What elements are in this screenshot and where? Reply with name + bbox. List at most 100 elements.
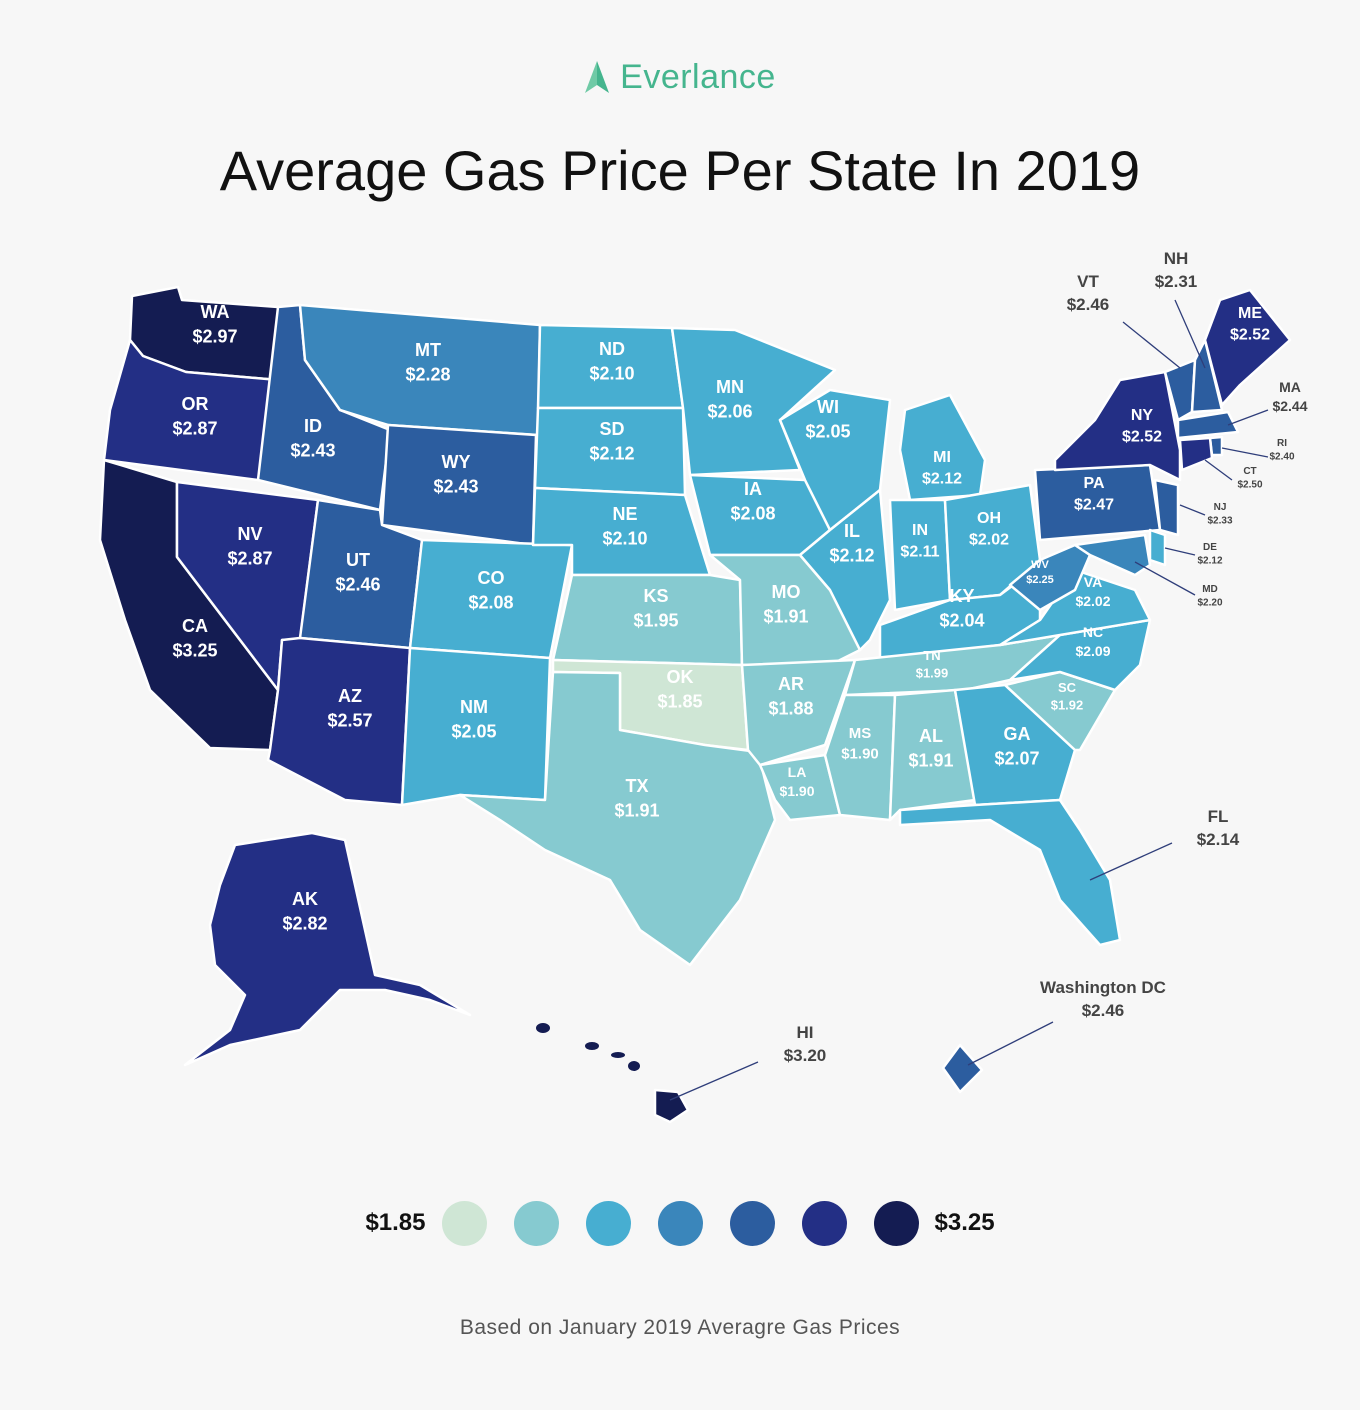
state-label-sc: SC [1058, 680, 1077, 695]
state-NH[interactable] [1190, 338, 1224, 414]
state-label-ne: NE [612, 504, 637, 524]
legend-min-label: $1.85 [365, 1209, 426, 1236]
state-price-ar: $1.88 [768, 698, 813, 718]
state-VA[interactable] [998, 568, 1152, 647]
state-label-nj: NJ [1214, 502, 1227, 513]
state-price-ca: $3.25 [172, 640, 217, 660]
state-NY[interactable] [1053, 370, 1182, 482]
state-label-wa: WA [201, 302, 230, 322]
state-price-ms: $1.90 [841, 745, 879, 762]
state-price-ri: $2.40 [1269, 452, 1294, 463]
state-label-tn: TN [923, 648, 940, 663]
hawaii-island-maui [628, 1061, 640, 1071]
state-price-nm: $2.05 [451, 721, 496, 741]
state-label-or: OR [182, 394, 209, 414]
state-label-ri: RI [1277, 438, 1287, 449]
state-label-mn: MN [716, 377, 744, 397]
state-price-la: $1.90 [779, 783, 814, 799]
state-MD[interactable] [1073, 533, 1152, 577]
state-price-az: $2.57 [327, 710, 372, 730]
legend-swatch-7 [873, 1200, 919, 1246]
state-ME[interactable] [1203, 288, 1292, 407]
state-NJ[interactable] [1153, 478, 1180, 537]
legend-swatch-4 [657, 1200, 703, 1246]
legend-max-label: $3.25 [934, 1209, 995, 1236]
state-label-vt: VT [1077, 272, 1099, 291]
state-label-de: DE [1203, 542, 1217, 553]
state-LA[interactable] [758, 753, 842, 822]
state-price-wi: $2.05 [805, 421, 850, 441]
state-price-oh: $2.02 [969, 532, 1009, 549]
page-title: Average Gas Price Per State In 2019 [219, 139, 1141, 202]
state-price-or: $2.87 [172, 418, 217, 438]
state-label-ar: AR [778, 674, 804, 694]
hawaii-island-oahu [585, 1042, 599, 1050]
state-label-in: IN [912, 522, 928, 539]
state-price-id: $2.43 [290, 440, 335, 460]
state-MS[interactable] [823, 693, 897, 822]
state-price-mn: $2.06 [707, 401, 752, 421]
state-label-ks: KS [643, 586, 668, 606]
state-price-ma: $2.44 [1272, 398, 1307, 414]
state-label-la: LA [788, 764, 807, 780]
state-price-sd: $2.12 [589, 443, 634, 463]
legend-swatch-6 [801, 1200, 847, 1246]
state-label-me: ME [1238, 305, 1262, 322]
state-label-ut: UT [346, 550, 370, 570]
state-AL[interactable] [888, 688, 977, 822]
legend-swatch-1 [441, 1200, 487, 1246]
state-price-va: $2.02 [1075, 593, 1110, 609]
state-price-nv: $2.87 [227, 548, 272, 568]
state-GA[interactable] [953, 683, 1077, 807]
state-label-tx: TX [625, 776, 648, 796]
state-TX[interactable] [458, 670, 777, 967]
state-price-mi: $2.12 [922, 471, 962, 488]
state-label-al: AL [919, 726, 943, 746]
state-label-hi: HI [797, 1023, 814, 1042]
state-price-mt: $2.28 [405, 364, 450, 384]
state-label-az: AZ [338, 686, 362, 706]
state-label-ct: CT [1243, 466, 1256, 477]
state-AR[interactable] [740, 658, 857, 767]
state-label-nv: NV [237, 524, 262, 544]
brand-name: Everlance [620, 57, 776, 96]
state-label-va: VA [1084, 574, 1102, 590]
state-HI[interactable] [653, 1088, 690, 1124]
state-label-fl: FL [1208, 807, 1229, 826]
state-IL[interactable] [798, 488, 892, 652]
state-price-ut: $2.46 [335, 574, 380, 594]
state-label-ok: OK [667, 667, 694, 687]
state-label-nh: NH [1164, 249, 1189, 268]
state-MA[interactable] [1176, 410, 1240, 440]
state-price-ne: $2.10 [602, 528, 647, 548]
state-label-ny: NY [1131, 407, 1154, 424]
state-price-nh: $2.31 [1155, 272, 1198, 291]
state-price-ok: $1.85 [657, 691, 702, 711]
state-price-de: $2.12 [1197, 556, 1222, 567]
state-label-wv: WV [1031, 559, 1049, 571]
state-label-ak: AK [292, 889, 318, 909]
state-label-mi: MI [933, 449, 951, 466]
state-price-mo: $1.91 [763, 606, 808, 626]
legend: $1.85 $3.25 [0, 1198, 1360, 1248]
state-price-nc: $2.09 [1075, 643, 1110, 659]
state-label-nc: NC [1083, 624, 1103, 640]
legend-swatch-5 [729, 1200, 775, 1246]
state-Washington DC[interactable] [941, 1043, 984, 1094]
state-label-nm: NM [460, 697, 488, 717]
state-CT[interactable] [1178, 436, 1214, 472]
state-AK[interactable] [183, 831, 472, 1067]
state-label-pa: PA [1083, 475, 1104, 492]
hawaii-island-kauai [536, 1023, 550, 1033]
state-price-ga: $2.07 [994, 748, 1039, 768]
state-price-ak: $2.82 [282, 913, 327, 933]
state-DE[interactable] [1148, 528, 1167, 567]
state-price-in: $2.11 [900, 544, 939, 561]
state-price-vt: $2.46 [1067, 295, 1110, 314]
state-FL[interactable] [898, 798, 1122, 947]
legend-swatches [441, 1200, 919, 1246]
brand: Everlance [0, 52, 1360, 102]
hawaii-island-molokai [611, 1052, 625, 1058]
state-label-wi: WI [817, 397, 839, 417]
